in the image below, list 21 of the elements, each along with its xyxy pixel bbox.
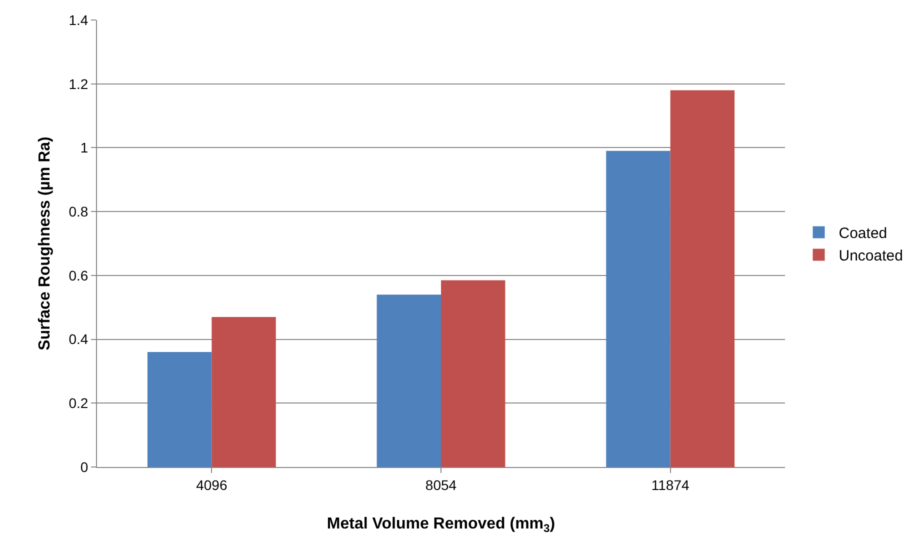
y-tick-label: 0.4: [68, 331, 88, 348]
bar: [606, 150, 670, 467]
x-tick-label: 8054: [425, 476, 457, 493]
bar: [441, 280, 506, 467]
y-tick-label: 0.6: [68, 267, 88, 284]
bar: [376, 294, 441, 467]
y-tick-label: 0: [80, 458, 88, 475]
bar: [147, 352, 212, 467]
bar: [670, 90, 735, 467]
y-tick-label: 1: [80, 140, 88, 156]
y-tick-label: 1.2: [68, 76, 88, 92]
x-tick-label: 11874: [651, 476, 690, 493]
y-axis-title: Surface Roughness (µm Ra): [36, 136, 54, 350]
x-tick-label: 4096: [196, 476, 228, 493]
x-axis-title: Metal Volume Removed (mm$_{3}$): [326, 516, 556, 535]
legend-label: Uncoated: [838, 248, 903, 265]
y-tick-label: 0.2: [68, 395, 88, 412]
legend-label: Coated: [838, 225, 888, 242]
y-tick-label: 1.4: [68, 12, 88, 28]
bar: [212, 316, 276, 467]
y-tick-label: 0.8: [68, 203, 88, 220]
